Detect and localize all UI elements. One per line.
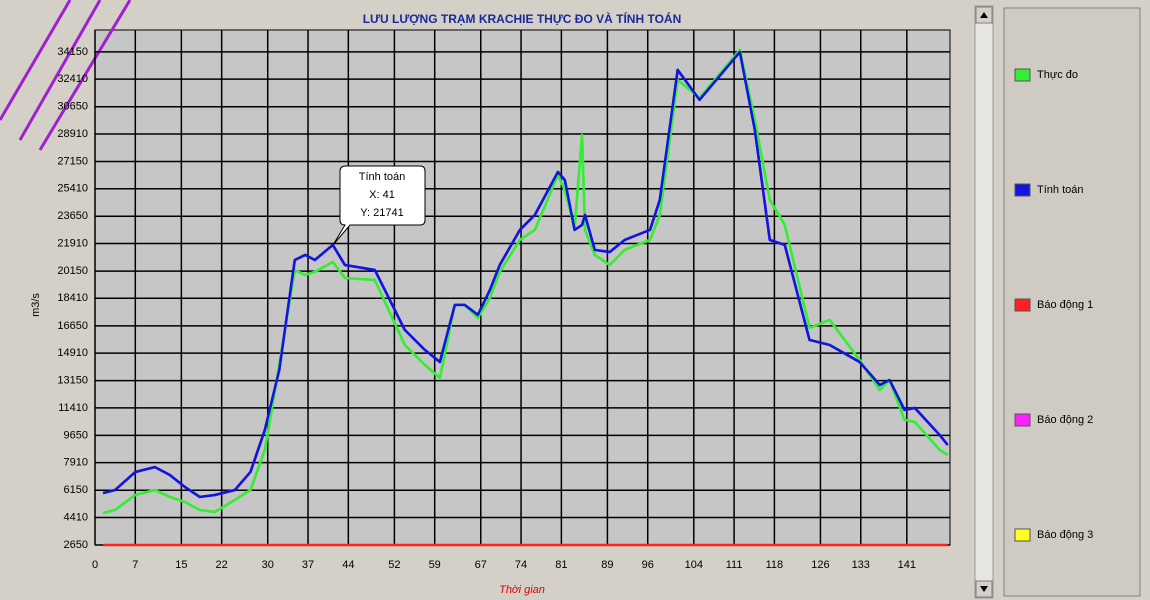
x-tick-label: 22: [216, 559, 228, 571]
x-tick-label: 89: [601, 559, 613, 571]
legend-swatch: [1014, 183, 1031, 197]
tooltip: Tính toán X: 41 Y: 21741: [332, 165, 426, 246]
x-tick-label: 141: [898, 559, 916, 571]
y-tick-label: 20150: [57, 265, 88, 277]
y-tick-label: 13150: [57, 375, 88, 387]
x-tick-label: 0: [92, 559, 98, 571]
data-line: [102, 48, 949, 515]
x-tick-label: 133: [852, 559, 870, 571]
arrow-down: [980, 586, 988, 592]
arrow-up: [980, 12, 988, 18]
x-tick-label: 81: [555, 559, 567, 571]
tooltip-text: Y: 21741: [360, 207, 403, 219]
x-tick-label: 118: [766, 559, 784, 571]
x-tick-label: 126: [811, 559, 829, 571]
x-tick-label: 74: [515, 559, 527, 571]
legend-label: Báo động 2: [1037, 414, 1093, 426]
x-tick-label: 67: [475, 559, 487, 571]
tooltip-box: [332, 165, 426, 246]
legend-label: Báo động 1: [1037, 299, 1093, 311]
legend-swatch: [1014, 413, 1031, 427]
plot-area: [94, 29, 951, 546]
x-tick-label: 44: [342, 559, 354, 571]
x-axis-label: Thời gian: [499, 584, 545, 596]
y-tick-label: 23650: [57, 210, 88, 222]
legend-label: Thực đo: [1037, 69, 1078, 81]
y-tick-label: 18410: [57, 292, 88, 304]
x-tick-label: 96: [642, 559, 654, 571]
y-tick-label: 9650: [64, 429, 88, 441]
y-tick-label: 27150: [57, 155, 88, 167]
y-tick-label: 21910: [57, 237, 88, 249]
legend-label: Báo động 3: [1037, 529, 1093, 541]
legend-swatch: [1014, 528, 1031, 542]
x-tick-label: 37: [302, 559, 314, 571]
x-tick-label: 111: [726, 559, 743, 571]
x-tick-label: 15: [175, 559, 187, 571]
y-axis-label: m3/s: [30, 293, 42, 317]
y-tick-label: 34150: [57, 46, 88, 58]
y-tick-label: 11410: [58, 402, 88, 414]
tooltip-text: X: 41: [369, 189, 395, 201]
x-tick-label: 104: [685, 559, 703, 571]
tooltip-text: Tính toán: [359, 171, 405, 183]
y-tick-label: 30650: [57, 101, 88, 113]
y-tick-label: 6150: [64, 484, 88, 496]
y-tick-label: 25410: [57, 183, 88, 195]
y-tick-label: 7910: [64, 457, 88, 469]
legend-swatch: [1014, 68, 1031, 82]
y-tick-label: 4410: [64, 511, 88, 523]
y-tick-label: 32410: [57, 73, 88, 85]
y-tick-label: 28910: [57, 128, 88, 140]
legend-swatch: [1014, 298, 1031, 312]
y-tick-label: 2650: [64, 539, 88, 551]
x-tick-label: 52: [388, 559, 400, 571]
chart-title: LƯU LƯỢNG TRẠM KRACHIE THỰC ĐO VÀ TÍNH T…: [363, 11, 682, 26]
decoration: [0, 0, 132, 151]
scrollbar[interactable]: [974, 5, 994, 599]
x-tick-label: 7: [132, 559, 138, 571]
y-tick-label: 16650: [57, 320, 88, 332]
legend-label: Tính toán: [1037, 184, 1083, 196]
x-tick-label: 59: [429, 559, 441, 571]
data-line: [102, 50, 949, 499]
x-tick-label: 30: [262, 559, 274, 571]
y-tick-label: 14910: [57, 347, 88, 359]
